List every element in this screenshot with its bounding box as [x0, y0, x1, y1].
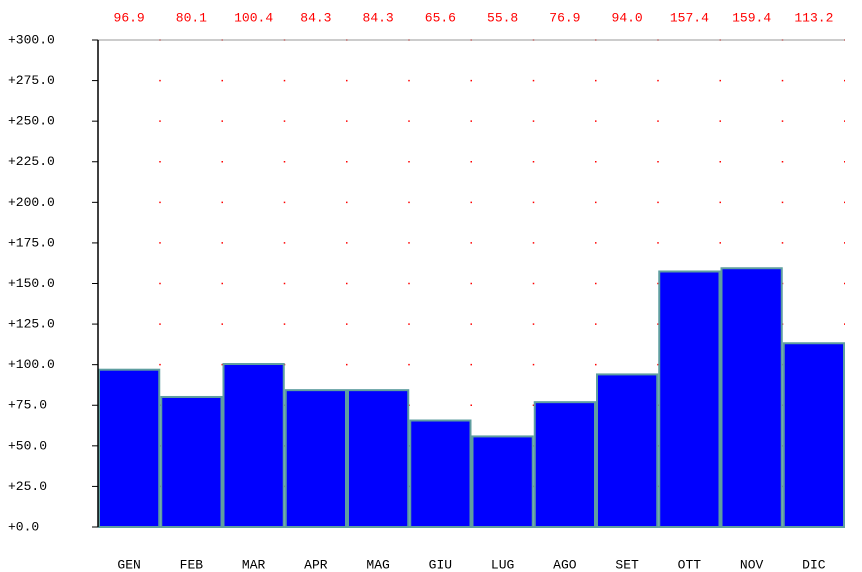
- y-tick-label: +25.0: [8, 479, 47, 494]
- value-label: 55.8: [487, 10, 518, 25]
- y-tick-label: +75.0: [8, 398, 47, 413]
- x-tick-label: SET: [615, 557, 639, 572]
- bar: [658, 270, 721, 528]
- value-label: 76.9: [549, 10, 580, 25]
- value-label: 94.0: [612, 10, 643, 25]
- bar: [409, 419, 472, 529]
- bar: [160, 395, 223, 529]
- value-label: 157.4: [670, 10, 709, 25]
- y-tick-label: +100.0: [8, 357, 55, 372]
- value-label: 84.3: [363, 10, 394, 25]
- x-tick-label: LUG: [491, 557, 514, 572]
- x-tick-label: GEN: [117, 557, 140, 572]
- x-tick-label: AGO: [553, 557, 577, 572]
- bar: [222, 363, 285, 528]
- y-tick-label: +175.0: [8, 235, 55, 250]
- value-label: 84.3: [300, 10, 331, 25]
- value-label: 113.2: [794, 10, 833, 25]
- y-tick-label: +50.0: [8, 438, 47, 453]
- bar: [720, 267, 783, 528]
- bar: [98, 368, 161, 528]
- y-tick-label: +150.0: [8, 276, 55, 291]
- value-label: 100.4: [234, 10, 273, 25]
- value-label: 80.1: [176, 10, 207, 25]
- x-tick-label: MAG: [366, 557, 389, 572]
- x-tick-label: NOV: [740, 557, 764, 572]
- value-label: 96.9: [114, 10, 145, 25]
- x-tick-label: FEB: [180, 557, 204, 572]
- bar: [347, 389, 410, 529]
- y-tick-label: +200.0: [8, 195, 55, 210]
- bar: [284, 389, 347, 529]
- x-tick-label: GIU: [429, 557, 452, 572]
- y-tick-label: +0.0: [8, 519, 39, 534]
- y-tick-label: +300.0: [8, 32, 55, 47]
- value-label: 159.4: [732, 10, 771, 25]
- bar: [596, 373, 659, 529]
- bar: [471, 435, 534, 528]
- bar: [533, 401, 596, 529]
- x-tick-label: OTT: [678, 557, 702, 572]
- value-label: 65.6: [425, 10, 456, 25]
- bar: [782, 342, 845, 529]
- x-tick-label: APR: [304, 557, 328, 572]
- x-tick-label: DIC: [802, 557, 826, 572]
- y-tick-label: +225.0: [8, 154, 55, 169]
- x-tick-label: MAR: [242, 557, 266, 572]
- y-tick-label: +125.0: [8, 317, 55, 332]
- y-tick-label: +275.0: [8, 73, 55, 88]
- y-tick-label: +250.0: [8, 114, 55, 129]
